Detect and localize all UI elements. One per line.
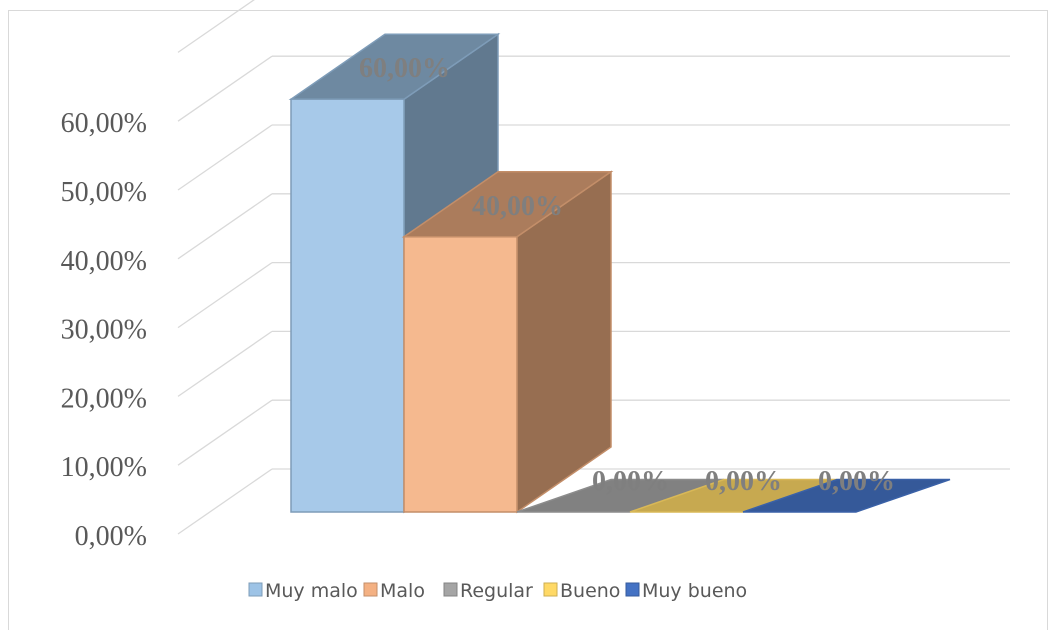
y-tick-label: 30,00% [61,315,147,346]
y-axis-ticks: 0,00% 10,00% 20,00% 30,00% 40,00% 50,00% 60,00… [61,108,147,552]
gridline-side [177,399,273,466]
y-tick-label: 20,00% [61,383,147,414]
bars [288,32,951,514]
legend-item: Muy bueno [625,580,747,602]
legend-item: Bueno [543,580,620,602]
data-label: 0,00% [592,466,669,497]
gridline-side [177,330,273,397]
gridline-side [177,468,273,535]
legend-label: Muy malo [265,580,358,602]
y-tick-label: 10,00% [61,452,147,483]
legend-label: Bueno [560,580,620,602]
y-tick-label: 0,00% [75,521,147,552]
legend-swatch [543,582,558,597]
legend-item: Malo [363,580,425,602]
gridline-side [177,55,273,122]
gridline-side [177,0,255,53]
y-tick-label: 50,00% [61,177,147,208]
data-label: 0,00% [705,466,782,497]
legend-swatch [625,582,640,597]
gridline-side [177,124,273,191]
data-label: 0,00% [818,466,895,497]
bar-front [290,98,405,513]
data-labels: 60,00% 40,00% 0,00% 0,00% 0,00% [359,53,895,497]
legend-swatch [443,582,458,597]
legend-swatch [363,582,378,597]
y-tick-label: 40,00% [61,246,147,277]
bar [401,170,614,514]
legend-label: Muy bueno [642,580,747,602]
y-tick-label: 60,00% [61,108,147,139]
gridline-side [177,262,273,329]
gridline-side [177,193,273,260]
bar [742,478,951,513]
legend-label: Malo [380,580,425,602]
legend-item: Muy malo [248,580,358,602]
legend-label: Regular [460,580,533,602]
legend: Muy malo Malo Regular Bueno Muy bueno [248,580,747,602]
data-label: 60,00% [359,53,450,84]
legend-swatch [248,582,263,597]
bar-front [403,236,518,513]
legend-item: Regular [443,580,533,602]
data-label: 40,00% [472,191,563,222]
bar-flat [742,478,951,513]
